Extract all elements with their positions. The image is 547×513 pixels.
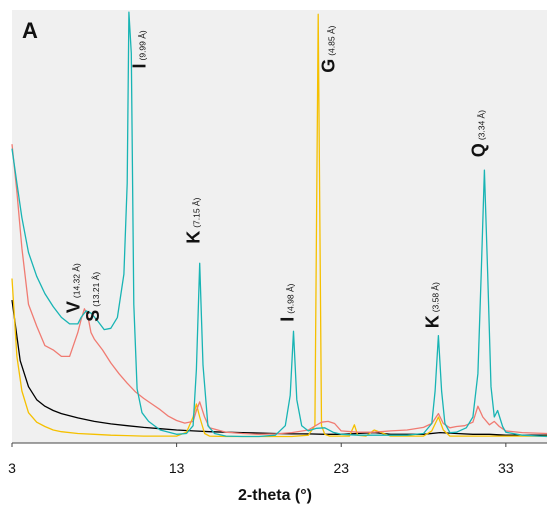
svg-text:S(13.21 Å): S (13.21 Å) [83, 272, 103, 322]
svg-text:K(7.15 Å): K (7.15 Å) [184, 197, 204, 243]
panel-label: A [22, 18, 38, 43]
peak-letter: Q [468, 143, 488, 157]
x-tick-label: 23 [333, 460, 349, 476]
peak-letter: K [422, 315, 442, 328]
peak-annotation: K (7.15 Å) [184, 197, 204, 243]
x-tick-label: 13 [169, 460, 185, 476]
annotation-layer: V (14.32 Å) S (13.21 Å) I (9.99 Å) K (7.15 Å) I (… [64, 25, 489, 328]
peak-annotation: S (13.21 Å) [83, 272, 103, 322]
svg-text:V(14.32 Å): V (14.32 Å) [64, 263, 84, 313]
peak-letter: K [184, 231, 204, 244]
peak-letter: I [129, 63, 149, 68]
svg-text:K(3.58 Å): K (3.58 Å) [422, 282, 442, 328]
peak-d-spacing: (13.21 Å) [91, 272, 101, 307]
peak-letter: V [64, 301, 84, 313]
tick-layer: 3 13 23 33 [8, 443, 514, 476]
svg-text:I(4.98 Å): I (4.98 Å) [278, 283, 298, 321]
svg-text:I(9.99 Å): I (9.99 Å) [129, 30, 149, 68]
peak-letter: I [278, 317, 298, 322]
series-line-4 [11, 11, 547, 438]
svg-text:Q(3.34 Å): Q (3.34 Å) [468, 110, 488, 157]
series-layer [11, 11, 547, 438]
peak-annotation: K (3.58 Å) [422, 282, 442, 328]
peak-annotation: V (14.32 Å) [64, 263, 84, 313]
peak-d-spacing: (14.32 Å) [72, 263, 82, 298]
svg-text:G(4.85 Å): G (4.85 Å) [319, 25, 339, 72]
peak-annotation: I (9.99 Å) [129, 30, 149, 68]
peak-d-spacing: (9.99 Å) [137, 30, 147, 60]
plot-area [12, 10, 547, 443]
x-tick-label: 33 [498, 460, 514, 476]
peak-annotation: I (4.98 Å) [278, 283, 298, 321]
peak-d-spacing: (3.34 Å) [476, 110, 486, 140]
peak-annotation: Q (3.34 Å) [468, 110, 488, 157]
x-axis-title: 2-theta (°) [238, 487, 312, 504]
peak-annotation: G (4.85 Å) [319, 25, 339, 72]
peak-letter: G [319, 59, 339, 73]
peak-d-spacing: (4.85 Å) [327, 25, 337, 55]
x-tick-label: 3 [8, 460, 16, 476]
series-line-2 [11, 13, 547, 438]
peak-d-spacing: (3.58 Å) [430, 282, 440, 312]
peak-d-spacing: (7.15 Å) [192, 197, 202, 227]
peak-letter: S [83, 310, 103, 322]
series-line-1 [11, 300, 547, 436]
peak-d-spacing: (4.98 Å) [286, 283, 296, 313]
